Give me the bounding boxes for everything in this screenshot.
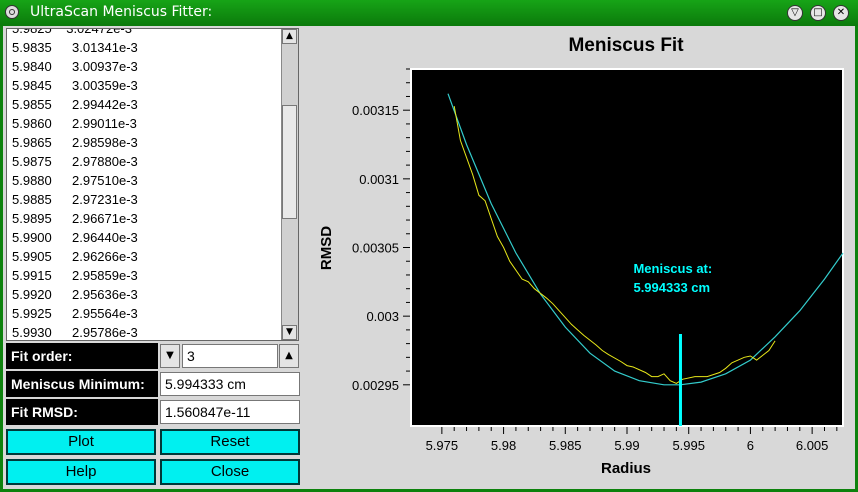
meniscus-minimum-label: Meniscus Minimum: [6, 371, 158, 397]
list-item[interactable]: 5.9845 3.00359e-3 [12, 76, 138, 95]
x-tick-label: 6.005 [796, 438, 829, 453]
list-item[interactable]: 5.9905 2.96266e-3 [12, 247, 138, 266]
fit-series-line [447, 93, 844, 386]
shade-icon[interactable]: ▽ [787, 5, 803, 21]
x-tick-label: 5.99 [614, 438, 639, 453]
x-axis-label: Radius [601, 460, 651, 477]
close-icon[interactable]: ✕ [833, 5, 849, 21]
meniscus-annotation-label: Meniscus at: [633, 261, 712, 276]
list-item-rmsd: 3.00359e-3 [72, 78, 138, 93]
list-item[interactable]: 5.9920 2.95636e-3 [12, 285, 138, 304]
list-item-radius: 5.9885 [12, 192, 52, 207]
list-item-rmsd: 2.96440e-3 [72, 230, 138, 245]
rmsd-listbox[interactable]: 5.9825 3.02472e-3 5.9835 3.01341e-3 5.9840… [6, 28, 299, 341]
list-item[interactable]: 5.9860 2.99011e-3 [12, 114, 138, 133]
scroll-thumb[interactable] [282, 105, 297, 219]
close-button[interactable]: Close [160, 459, 300, 485]
list-item-radius: 5.9845 [12, 78, 52, 93]
list-item-rmsd: 2.95859e-3 [72, 268, 138, 283]
meniscus-fit-chart: Meniscus Fit 5.975 5.98 5.985 5.99 5.995 6 6.0… [318, 35, 844, 477]
list-item-rmsd: 2.97880e-3 [72, 154, 138, 169]
list-item-radius: 5.9895 [12, 211, 52, 226]
window-menu-icon[interactable] [5, 5, 19, 19]
list-item-rmsd: 2.99011e-3 [72, 116, 137, 131]
y-tick-label: 0.00305 [352, 241, 399, 256]
list-item[interactable]: 5.9835 3.01341e-3 [12, 38, 138, 57]
list-item-radius: 5.9855 [12, 97, 52, 112]
list-item[interactable]: 5.9875 2.97880e-3 [12, 152, 138, 171]
help-button[interactable]: Help [6, 459, 156, 485]
list-item-rmsd: 2.95636e-3 [72, 287, 138, 302]
y-axis-label: RMSD [318, 226, 335, 270]
list-item[interactable]: 5.9825 3.02472e-3 [12, 28, 132, 36]
meniscus-minimum-field[interactable]: 5.994333 cm [160, 372, 300, 396]
list-item[interactable]: 5.9915 2.95859e-3 [12, 266, 138, 285]
x-tick-label: 5.995 [672, 438, 705, 453]
list-item-radius: 5.9875 [12, 154, 52, 169]
list-item[interactable]: 5.9855 2.99442e-3 [12, 95, 138, 114]
list-item-rmsd: 2.98598e-3 [72, 135, 138, 150]
list-item-radius: 5.9835 [12, 40, 52, 55]
list-item-radius: 5.9880 [12, 173, 52, 188]
fit-rmsd-field[interactable]: 1.560847e-11 [160, 400, 300, 424]
plot-button[interactable]: Plot [6, 429, 156, 455]
list-item-rmsd: 2.96671e-3 [72, 211, 138, 226]
window-title: UltraScan Meniscus Fitter: [30, 4, 213, 20]
x-tick-label: 5.985 [549, 438, 582, 453]
y-tick-label: 0.0031 [359, 172, 399, 187]
client-area: 5.9825 3.02472e-3 5.9835 3.01341e-3 5.9840… [3, 26, 855, 489]
list-item[interactable]: 5.9925 2.95564e-3 [12, 304, 138, 323]
list-rows: 5.9825 3.02472e-3 5.9835 3.01341e-3 5.9840… [12, 28, 138, 340]
y-tick-label: 0.003 [366, 309, 399, 324]
list-item[interactable]: 5.9895 2.96671e-3 [12, 209, 138, 228]
list-item[interactable]: 5.9885 2.97231e-3 [12, 190, 138, 209]
list-item-radius: 5.9860 [12, 116, 52, 131]
list-item-radius: 5.9930 [12, 325, 52, 340]
x-tick-label: 5.975 [426, 438, 459, 453]
chart-title: Meniscus Fit [568, 35, 684, 56]
list-item[interactable]: 5.9840 3.00937e-3 [12, 57, 138, 76]
reset-button[interactable]: Reset [160, 429, 300, 455]
plot-area [410, 68, 844, 427]
list-item-radius: 5.9905 [12, 249, 52, 264]
list-item-rmsd: 3.01341e-3 [72, 40, 138, 55]
data-series-line [453, 106, 776, 384]
fit-order-label: Fit order: [6, 343, 158, 369]
list-item[interactable]: 5.9865 2.98598e-3 [12, 133, 138, 152]
list-item-rmsd: 2.96266e-3 [72, 249, 138, 264]
meniscus-annotation-value: 5.994333 cm [633, 280, 710, 295]
list-scrollbar[interactable]: ▲ ▼ [281, 29, 298, 340]
x-tick-label: 6 [747, 438, 754, 453]
list-item-radius: 5.9900 [12, 230, 52, 245]
scroll-down-arrow-icon[interactable]: ▼ [282, 325, 297, 340]
list-item-rmsd: 2.99442e-3 [72, 97, 138, 112]
list-item-rmsd: 2.95564e-3 [72, 306, 138, 321]
list-item-radius: 5.9915 [12, 268, 52, 283]
list-item-radius: 5.9925 [12, 306, 52, 321]
maximize-icon[interactable]: □ [810, 5, 826, 21]
list-item[interactable]: 5.9900 2.96440e-3 [12, 228, 138, 247]
fit-rmsd-label: Fit RMSD: [6, 399, 158, 425]
list-item-radius: 5.9840 [12, 59, 52, 74]
scroll-up-arrow-icon[interactable]: ▲ [282, 29, 297, 44]
fit-order-decrease-icon[interactable]: ▼ [160, 344, 180, 368]
fit-order-increase-icon[interactable]: ▲ [279, 344, 299, 368]
plot-panel: Meniscus Fit 5.975 5.98 5.985 5.99 5.995 6 6.0… [304, 28, 853, 486]
list-item-rmsd: 2.95786e-3 [72, 325, 138, 340]
list-item[interactable]: 5.9880 2.97510e-3 [12, 171, 138, 190]
y-tick-label: 0.00295 [352, 378, 399, 393]
title-bar[interactable]: UltraScan Meniscus Fitter: ▽ □ ✕ [0, 0, 858, 26]
x-tick-label: 5.98 [491, 438, 516, 453]
list-item-rmsd: 2.97231e-3 [72, 192, 138, 207]
fit-order-field[interactable]: 3 [182, 344, 278, 368]
list-item-rmsd: 3.00937e-3 [72, 59, 138, 74]
list-item-rmsd: 2.97510e-3 [72, 173, 138, 188]
list-item-radius: 5.9865 [12, 135, 52, 150]
y-tick-label: 0.00315 [352, 103, 399, 118]
list-item[interactable]: 5.9930 2.95786e-3 [12, 323, 138, 340]
list-item-radius: 5.9920 [12, 287, 52, 302]
